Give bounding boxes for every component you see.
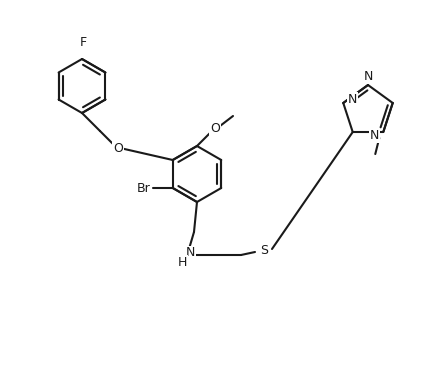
Text: F: F: [80, 36, 87, 49]
Text: H: H: [177, 256, 187, 269]
Text: N: N: [185, 246, 195, 259]
Text: N: N: [363, 69, 373, 82]
Text: O: O: [210, 121, 220, 135]
Text: O: O: [113, 141, 123, 154]
Text: N: N: [347, 93, 357, 106]
Text: Br: Br: [137, 181, 151, 194]
Text: S: S: [260, 243, 268, 256]
Text: N: N: [370, 128, 379, 141]
